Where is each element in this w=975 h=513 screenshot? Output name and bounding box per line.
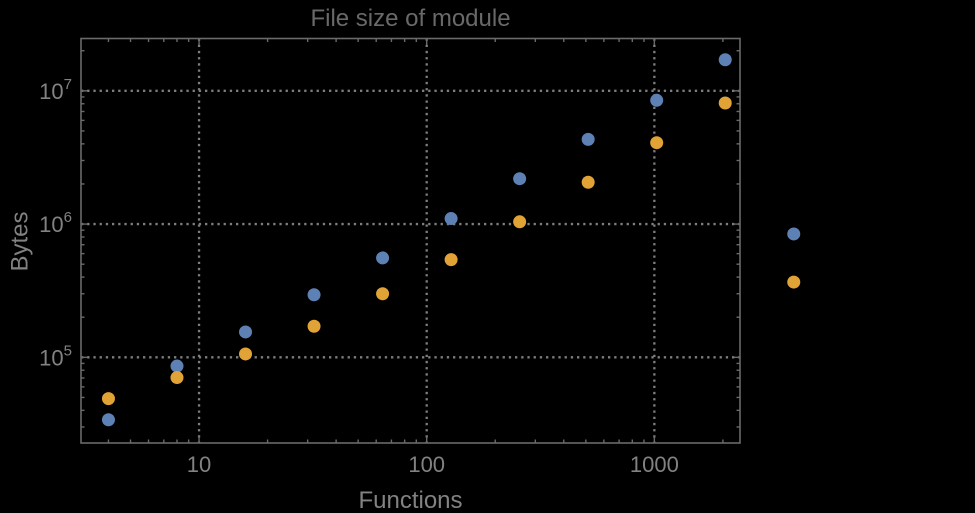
x-tick-label-10: 10 [187, 452, 211, 477]
data-point-orange-x4096 [787, 275, 801, 289]
data-point-blue-x32 [307, 288, 321, 302]
x-axis-label: Functions [358, 487, 462, 513]
data-point-orange-x128 [444, 253, 458, 267]
data-point-orange-x4 [101, 392, 115, 406]
data-point-blue-x4 [101, 413, 115, 427]
data-point-blue-x16 [239, 325, 253, 339]
plot-frame [80, 37, 741, 444]
data-point-orange-x16 [239, 347, 253, 361]
data-point-orange-x1024 [650, 136, 664, 150]
data-point-blue-x1024 [650, 93, 664, 107]
y-axis-label: Bytes [7, 211, 34, 271]
data-point-blue-x8 [170, 359, 184, 373]
data-point-blue-x64 [376, 251, 390, 265]
axis-tick-labels: 10 100 1000 105 106 107 [39, 76, 679, 477]
chart-title: File size of module [310, 5, 510, 32]
data-point-orange-x256 [513, 215, 527, 229]
data-points [101, 53, 801, 427]
data-point-blue-x4096 [787, 227, 801, 241]
x-tick-label-1000: 1000 [630, 452, 679, 477]
gridlines [81, 38, 740, 443]
data-point-orange-x2048 [718, 96, 732, 110]
x-tick-label-100: 100 [408, 452, 445, 477]
data-point-orange-x32 [307, 319, 321, 333]
data-point-blue-x256 [513, 172, 527, 186]
y-tick-label-10e7: 107 [39, 76, 72, 104]
axis-ticks [81, 38, 740, 443]
data-point-blue-x512 [581, 132, 595, 146]
data-point-orange-x64 [376, 287, 390, 301]
data-point-orange-x512 [581, 175, 595, 189]
data-point-blue-x128 [444, 212, 458, 226]
y-tick-label-10e6: 106 [39, 209, 72, 237]
y-tick-label-10e5: 105 [39, 342, 72, 370]
data-point-orange-x8 [170, 371, 184, 385]
data-point-blue-x2048 [718, 53, 732, 67]
frame-rect [80, 37, 741, 444]
